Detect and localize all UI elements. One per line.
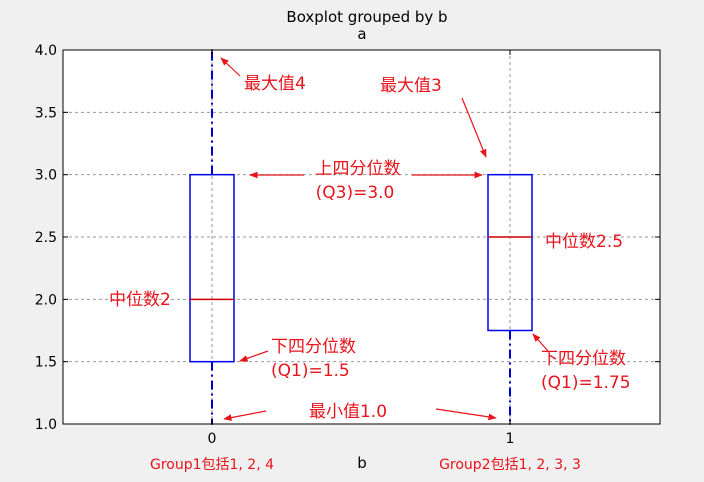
group-caption-1: Group2包括1, 2, 3, 3: [439, 457, 581, 473]
x-axis: 0 Group1包括1, 2, 4 1 Group2包括1, 2, 3, 3: [150, 50, 581, 473]
y-tick-label-5: 3.5: [35, 105, 57, 121]
annotations: 最大值4 最大值3 上四分位数 (Q3)=3.0 中位数2 中位数2.5 下四分…: [109, 57, 631, 422]
box-1: [487, 173, 533, 332]
plot-area: [62, 49, 661, 425]
annotation-q1a-value: (Q1)=1.5: [271, 361, 350, 381]
annotation-q1b-title: 下四分位数: [541, 349, 626, 369]
y-tick-label-1: 1.5: [35, 355, 57, 371]
annotation-max-3: 最大值3: [380, 76, 442, 96]
annotation-min: 最小值1.0: [309, 402, 387, 422]
boxes: [189, 49, 533, 425]
chart-subtitle: a: [357, 25, 366, 43]
arrow-min-right: [435, 408, 497, 421]
arrow-q1a: [239, 350, 269, 362]
annotation-median-2-5: 中位数2.5: [545, 232, 623, 252]
chart-title: Boxplot grouped by b: [286, 8, 447, 26]
y-tick-label-0: 1.0: [35, 417, 57, 433]
annotation-q3-value: (Q3)=3.0: [316, 183, 395, 203]
arrow-max-4: [220, 57, 241, 77]
box-0: [189, 173, 235, 363]
arrow-max-3: [461, 97, 487, 158]
y-tick-label-6: 4.0: [35, 43, 57, 59]
arrow-min-left: [223, 410, 267, 421]
annotation-max-4: 最大值4: [244, 74, 306, 94]
y-axis: 1.0 1.5 2.0 2.5 3.0 3.5 4.0: [35, 43, 660, 433]
annotation-q1a-title: 下四分位数: [271, 337, 356, 357]
y-tick-label-3: 2.5: [35, 230, 57, 246]
arrow-q1b: [532, 333, 549, 352]
annotation-q3-title: 上四分位数: [316, 159, 401, 179]
group-caption-0: Group1包括1, 2, 4: [150, 457, 274, 473]
annotation-median-2: 中位数2: [109, 290, 171, 310]
x-tick-label-1: 1: [506, 431, 515, 447]
x-axis-label: b: [357, 454, 367, 472]
y-tick-label-4: 3.0: [35, 168, 57, 184]
y-tick-label-2: 2.0: [35, 292, 57, 308]
x-tick-label-0: 0: [208, 431, 217, 447]
annotation-q1b-value: (Q1)=1.75: [541, 373, 631, 393]
